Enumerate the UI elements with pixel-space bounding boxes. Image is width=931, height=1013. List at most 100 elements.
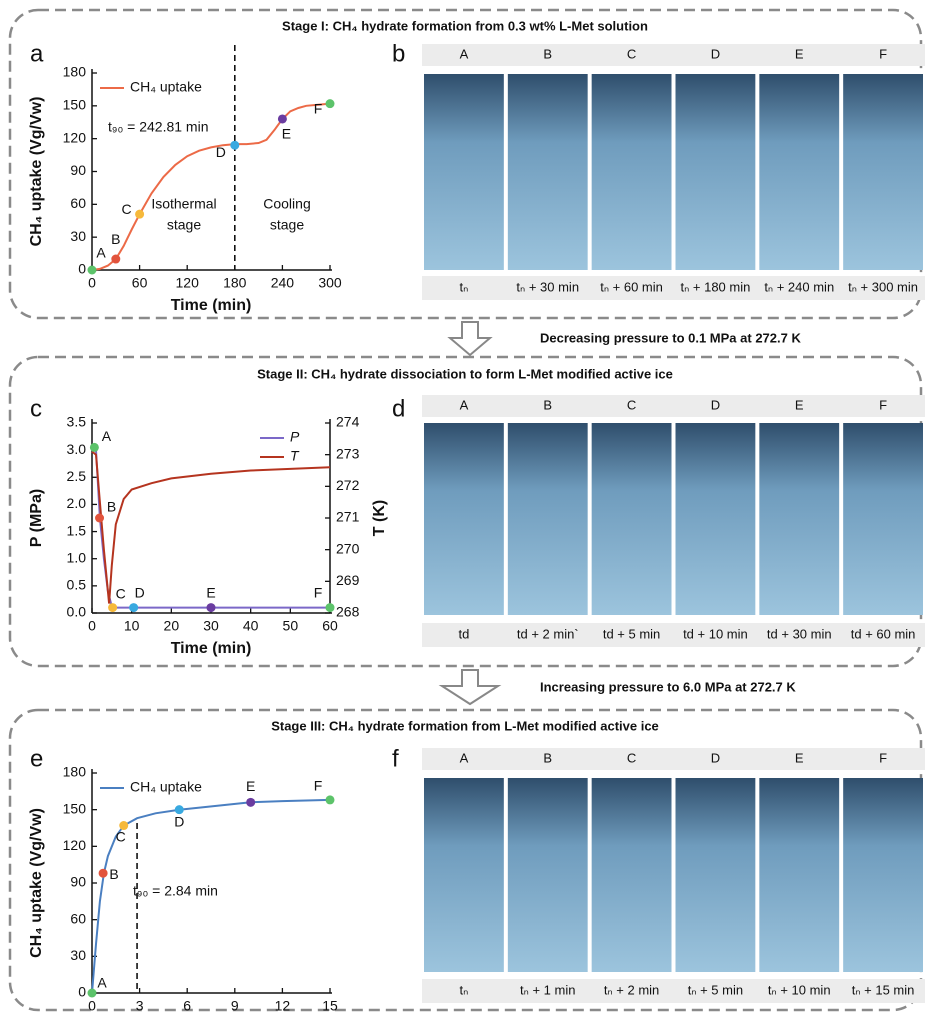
photo-letter: E bbox=[795, 397, 804, 412]
header-bar bbox=[422, 748, 925, 770]
x-tick-label: 60 bbox=[132, 275, 148, 291]
panel-label: b bbox=[392, 40, 405, 67]
marker bbox=[325, 795, 335, 805]
y-tick-label: 120 bbox=[63, 129, 87, 145]
arrow bbox=[447, 321, 493, 357]
y-tick-label: 180 bbox=[63, 64, 87, 80]
y-axis-label: P (MPa) bbox=[28, 489, 45, 547]
y2-tick-label: 269 bbox=[336, 572, 360, 588]
y-tick-label: 150 bbox=[63, 800, 87, 816]
annotation: t₉₀ = 242.81 min bbox=[108, 119, 208, 135]
x-tick-label: 20 bbox=[164, 618, 180, 634]
photo-letter: B bbox=[543, 397, 552, 412]
photo-letter: F bbox=[879, 46, 887, 61]
caption-bar bbox=[422, 623, 925, 647]
y-tick-label: 3.0 bbox=[67, 441, 87, 457]
y-tick-label: 2.5 bbox=[67, 468, 87, 484]
marker bbox=[246, 797, 256, 807]
photo bbox=[759, 778, 840, 972]
x-tick-label: 3 bbox=[136, 998, 144, 1013]
photo-letter: F bbox=[879, 397, 887, 412]
photo-letter: C bbox=[627, 397, 636, 412]
photo bbox=[424, 423, 504, 615]
photo-caption: td + 30 min bbox=[767, 626, 832, 641]
marker bbox=[108, 603, 118, 613]
marker-label: F bbox=[314, 584, 323, 600]
arrow bbox=[438, 669, 502, 706]
marker bbox=[277, 114, 287, 124]
marker-label: E bbox=[206, 584, 215, 600]
y2-tick-label: 274 bbox=[336, 414, 360, 430]
photo-caption: tₙ + 180 min bbox=[680, 279, 750, 294]
marker bbox=[325, 99, 335, 109]
x-axis-label: Time (min) bbox=[171, 640, 252, 657]
photo bbox=[424, 778, 504, 972]
marker bbox=[87, 265, 97, 275]
marker-label: D bbox=[135, 584, 145, 600]
marker-label: B bbox=[109, 866, 118, 882]
x-tick-label: 0 bbox=[88, 275, 96, 291]
y-tick-label: 60 bbox=[70, 195, 86, 211]
y2-axis-label: T (K) bbox=[371, 500, 388, 536]
photo bbox=[675, 423, 756, 615]
photo bbox=[843, 74, 923, 270]
photo-caption: tₙ + 30 min bbox=[516, 279, 579, 294]
photo-letter: A bbox=[460, 397, 469, 412]
legend-label: CH₄ uptake bbox=[130, 779, 202, 795]
y-tick-label: 2.0 bbox=[67, 495, 87, 511]
x-tick-label: 9 bbox=[231, 998, 239, 1013]
arrow-text: Decreasing pressure to 0.1 MPa at 272.7 … bbox=[540, 330, 801, 345]
photo bbox=[591, 423, 672, 615]
x-tick-label: 30 bbox=[203, 618, 219, 634]
marker-label: A bbox=[97, 975, 107, 991]
y2-tick-label: 270 bbox=[336, 540, 360, 556]
caption-bar bbox=[422, 979, 925, 1003]
photo bbox=[675, 778, 756, 972]
photo-letter: D bbox=[711, 397, 720, 412]
panel-label: a bbox=[30, 40, 44, 67]
photo-caption: tₙ + 240 min bbox=[764, 279, 834, 294]
photo-caption: td + 5 min bbox=[603, 626, 660, 641]
marker bbox=[206, 603, 216, 613]
photo-letter: C bbox=[627, 46, 636, 61]
y2-tick-label: 272 bbox=[336, 477, 360, 493]
photo bbox=[507, 423, 588, 615]
marker-label: E bbox=[282, 126, 291, 142]
photo-letter: B bbox=[543, 46, 552, 61]
y-tick-label: 90 bbox=[70, 162, 86, 178]
y-tick-label: 0.5 bbox=[67, 577, 87, 593]
photo bbox=[507, 74, 588, 270]
marker bbox=[325, 603, 335, 613]
y-tick-label: 0.0 bbox=[67, 604, 87, 620]
annotation: t₉₀ = 2.84 min bbox=[133, 883, 218, 899]
y2-tick-label: 268 bbox=[336, 604, 360, 620]
x-tick-label: 10 bbox=[124, 618, 140, 634]
marker bbox=[119, 821, 129, 831]
marker-label: A bbox=[96, 245, 106, 261]
photo-caption: td + 10 min bbox=[683, 626, 748, 641]
x-tick-label: 120 bbox=[176, 275, 200, 291]
legend-label: P bbox=[290, 429, 300, 445]
marker-label: F bbox=[314, 778, 323, 794]
photo-caption: tₙ + 60 min bbox=[600, 279, 663, 294]
photo-caption: tₙ + 2 min bbox=[604, 982, 659, 997]
photo-caption: tₙ + 1 min bbox=[520, 982, 575, 997]
y-tick-label: 150 bbox=[63, 97, 87, 113]
y-tick-label: 0 bbox=[78, 261, 86, 277]
photo bbox=[843, 778, 923, 972]
stage-title: Stage III: CH₄ hydrate formation from L-… bbox=[271, 718, 659, 733]
x-tick-label: 240 bbox=[271, 275, 295, 291]
y-tick-label: 0 bbox=[78, 984, 86, 1000]
x-tick-label: 15 bbox=[322, 998, 338, 1013]
marker bbox=[174, 805, 184, 815]
photo-caption: td + 2 min` bbox=[517, 626, 579, 641]
x-axis-label: Time (min) bbox=[171, 297, 252, 314]
y-axis-label: CH₄ uptake (Vg/Vw) bbox=[28, 808, 45, 958]
annotation: stage bbox=[167, 217, 201, 233]
y2-tick-label: 273 bbox=[336, 445, 360, 461]
marker-label: B bbox=[107, 499, 116, 515]
photo bbox=[591, 778, 672, 972]
marker-label: B bbox=[111, 231, 120, 247]
photo-caption: tₙ + 15 min bbox=[852, 982, 915, 997]
